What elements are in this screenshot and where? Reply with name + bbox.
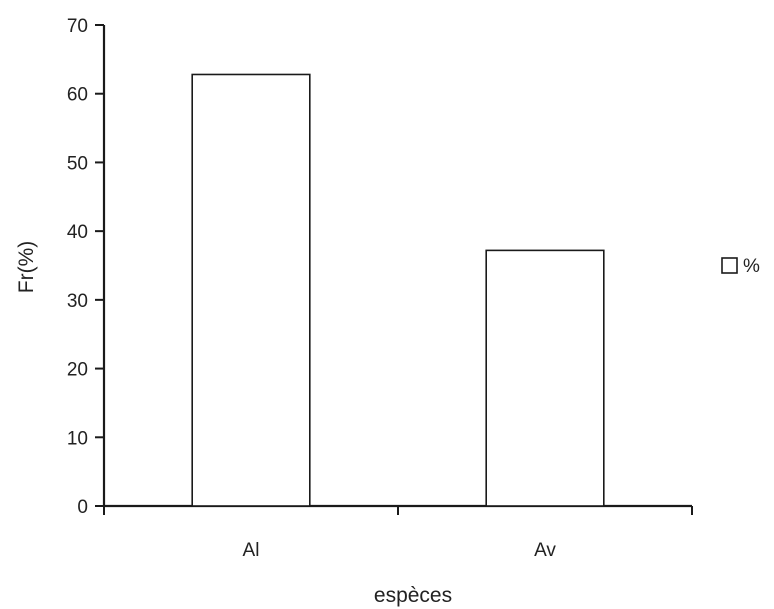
y-tick-label: 50 [67, 153, 88, 174]
bars [191, 73, 605, 507]
legend-label: % [743, 256, 760, 277]
y-tick-label: 30 [67, 291, 88, 312]
x-axis-title: espèces [374, 584, 452, 607]
y-tick-label: 0 [77, 497, 88, 518]
legend-swatch [721, 257, 738, 274]
bar-al [191, 73, 311, 507]
y-axis: 0 10 20 30 40 50 60 70 [67, 16, 106, 518]
legend: % [721, 256, 760, 277]
x-tick-label: Av [534, 540, 556, 561]
y-tick-label: 10 [67, 428, 88, 449]
y-tick-label: 60 [67, 85, 88, 106]
y-tick-label: 20 [67, 360, 88, 381]
y-axis-title: Fr(%) [15, 241, 38, 293]
bar-av [485, 249, 605, 507]
y-tick-label: 40 [67, 222, 88, 243]
x-tick-label: Al [243, 540, 260, 561]
x-axis: Al Av [103, 504, 693, 561]
y-tick-label: 70 [67, 16, 88, 37]
